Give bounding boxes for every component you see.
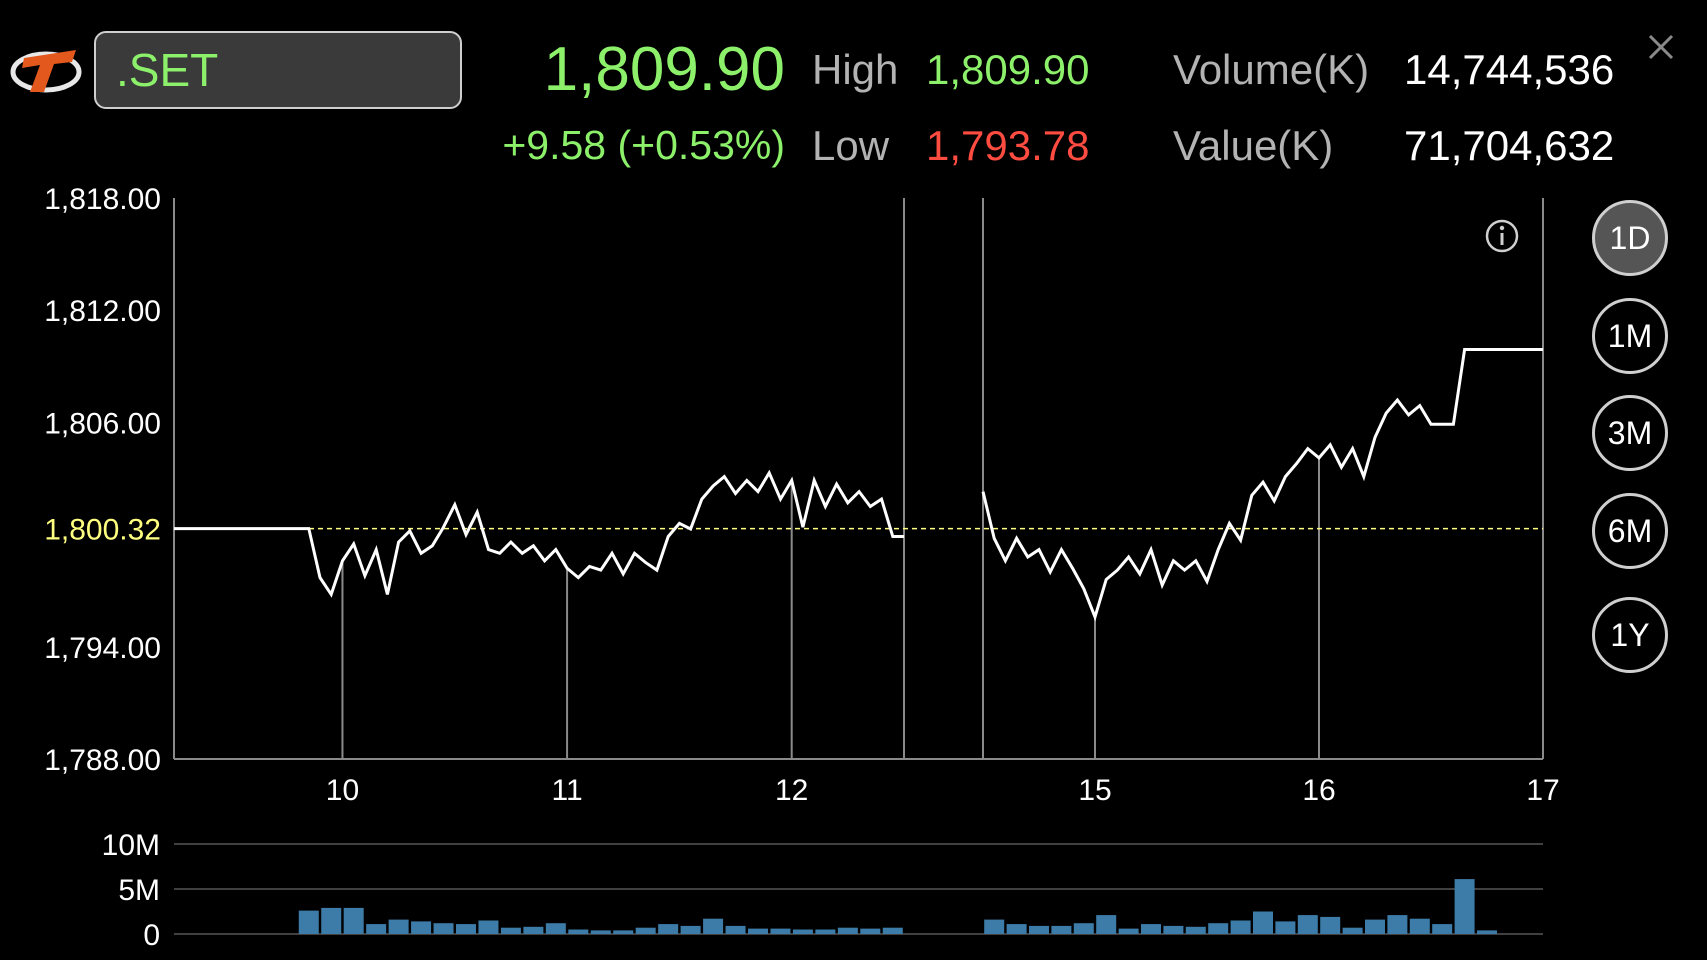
close-icon[interactable]: [1644, 30, 1678, 64]
volume-bar: [635, 927, 656, 934]
volume-bar: [1253, 911, 1273, 934]
volume-bar: [1342, 927, 1363, 934]
volume-bar: [590, 930, 611, 934]
volume-bar: [1096, 915, 1117, 934]
app-logo: [10, 50, 82, 93]
volume-bar: [568, 929, 589, 934]
volume-bar: [613, 930, 634, 934]
volume-bar: [1051, 925, 1072, 934]
x-tick-label: 11: [551, 774, 582, 807]
info-icon[interactable]: [1485, 219, 1519, 253]
x-tick-label: 12: [775, 774, 808, 807]
volume-bar: [1432, 924, 1453, 934]
volume-bar: [433, 923, 454, 934]
volume-bar: [500, 927, 521, 934]
low-label: Low: [812, 122, 890, 169]
value-value: 71,704,632: [1404, 122, 1615, 169]
volume-bar: [725, 925, 746, 934]
y-tick-label: 1,806.00: [44, 407, 161, 440]
volume-bar: [770, 928, 791, 934]
volume-bar: [1006, 924, 1027, 934]
volume-bar: [298, 910, 319, 934]
period-6m-button[interactable]: 6M: [1592, 493, 1668, 569]
volume-bar: [792, 929, 813, 934]
volume-bar: [456, 924, 476, 934]
volume-bar: [321, 907, 342, 934]
y-tick-label: 1,788.00: [44, 744, 161, 777]
volume-tick-label: 5M: [118, 874, 160, 907]
volume-bar: [748, 928, 768, 934]
volume-bar: [1185, 926, 1206, 934]
y-tick-label: 1,794.00: [44, 632, 161, 665]
y-tick-label: 1,818.00: [44, 183, 161, 216]
volume-bar: [1208, 923, 1229, 934]
price-line-session-1: [174, 469, 904, 598]
volume-bar: [1073, 923, 1094, 934]
volume-bar: [658, 924, 679, 934]
volume-bar: [1029, 925, 1049, 934]
x-tick-label: 17: [1526, 774, 1559, 807]
volume-bar: [523, 926, 544, 934]
volume-bar: [1365, 919, 1385, 934]
volume-tick-label: 0: [143, 919, 160, 952]
volume-bar: [1141, 924, 1161, 934]
low-value: 1,793.78: [926, 122, 1090, 169]
x-tick-label: 10: [326, 774, 359, 807]
period-3m-button[interactable]: 3M: [1592, 395, 1668, 471]
volume-bar: [1297, 915, 1318, 934]
volume-bar: [703, 918, 724, 934]
volume-bar: [860, 928, 881, 934]
volume-bar: [411, 921, 432, 934]
period-1y-button[interactable]: 1Y: [1592, 597, 1668, 673]
x-tick-label: 16: [1302, 774, 1335, 807]
last-price: 1,809.90: [543, 35, 785, 104]
volume-tick-label: 10M: [102, 829, 160, 862]
volume-bar: [388, 919, 409, 934]
volume-bar: [882, 927, 903, 934]
volume-bar: [1409, 918, 1430, 934]
high-value: 1,809.90: [926, 46, 1090, 93]
volume-bar: [1387, 915, 1408, 934]
price-line-session-2: [981, 348, 1543, 622]
value-label: Value(K): [1173, 122, 1334, 169]
high-label: High: [812, 46, 899, 93]
volume-bar: [984, 919, 1005, 934]
volume-bar: [1454, 879, 1475, 934]
volume-bar: [1320, 916, 1341, 934]
volume-bar: [343, 907, 364, 934]
symbol-text: .SET: [116, 44, 219, 96]
volume-value: 14,744,536: [1404, 46, 1615, 93]
y-tick-label: 1,800.32: [44, 514, 161, 547]
price-change: +9.58 (+0.53%): [502, 122, 785, 168]
volume-bar: [1477, 930, 1497, 934]
symbol-field[interactable]: .SET: [94, 31, 462, 109]
volume-bar: [815, 929, 836, 934]
volume-bar: [478, 920, 499, 934]
volume-bar: [1163, 925, 1184, 934]
volume-bar: [837, 927, 858, 934]
y-tick-label: 1,812.00: [44, 295, 161, 328]
period-1m-button[interactable]: 1M: [1592, 298, 1668, 374]
volume-bar: [1118, 928, 1139, 934]
volume-bar: [366, 924, 387, 934]
volume-label: Volume(K): [1173, 46, 1370, 93]
volume-bar: [1230, 920, 1251, 934]
x-tick-label: 15: [1078, 774, 1111, 807]
volume-bar: [1275, 921, 1296, 934]
period-1d-button[interactable]: 1D: [1592, 200, 1668, 276]
volume-bar: [680, 925, 701, 934]
volume-bar: [545, 923, 566, 934]
